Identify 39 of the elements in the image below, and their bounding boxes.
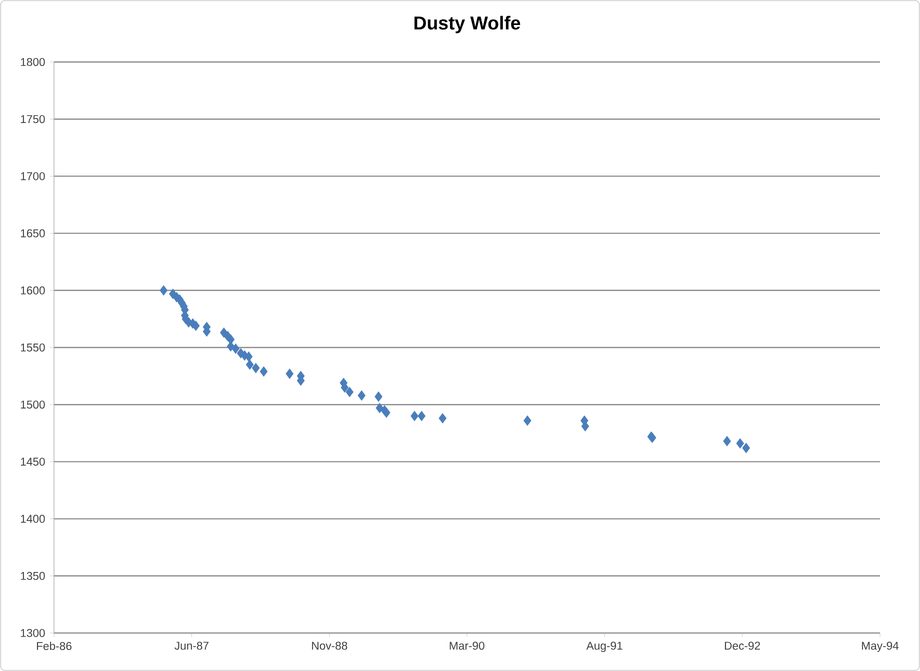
point <box>246 360 254 370</box>
y-tick-label: 1700 <box>20 172 45 180</box>
point <box>742 442 750 454</box>
point <box>244 352 253 362</box>
point <box>260 366 268 377</box>
x-tick-label: Feb-86 <box>36 642 72 650</box>
y-tick-label: 1500 <box>20 400 45 409</box>
point <box>358 390 366 401</box>
point <box>723 436 731 446</box>
point <box>376 402 384 414</box>
y-tick-label: 1450 <box>20 458 45 466</box>
x-tick-label: Jun-87 <box>174 642 208 650</box>
x-tick-label: May-94 <box>862 642 899 652</box>
point <box>736 438 744 448</box>
y-tick-label: 1400 <box>20 514 45 523</box>
point <box>418 410 426 422</box>
y-tick-label: 1650 <box>20 229 45 238</box>
point <box>232 344 240 354</box>
point <box>286 368 294 379</box>
y-tick-label: 1750 <box>20 115 45 124</box>
x-tick-label: Dec-92 <box>724 642 760 650</box>
y-tick-label: 1300 <box>20 628 45 638</box>
point <box>346 386 354 398</box>
y-tick-label: 1350 <box>20 572 45 580</box>
x-tick-label: Mar-90 <box>450 642 484 650</box>
point <box>410 410 418 422</box>
chart-title: Dusty Wolfe <box>414 16 520 34</box>
point <box>524 416 532 426</box>
y-tick-label: 1550 <box>20 344 45 352</box>
y-tick-label: 1600 <box>20 286 45 294</box>
point <box>252 362 260 374</box>
y-tick-label: 1800 <box>20 58 45 66</box>
x-tick-label: Aug-91 <box>586 642 622 652</box>
point <box>581 421 590 432</box>
point <box>382 408 390 418</box>
point <box>374 392 382 402</box>
point <box>160 285 168 296</box>
x-tick-label: Nov-88 <box>312 642 348 650</box>
point <box>438 413 446 424</box>
